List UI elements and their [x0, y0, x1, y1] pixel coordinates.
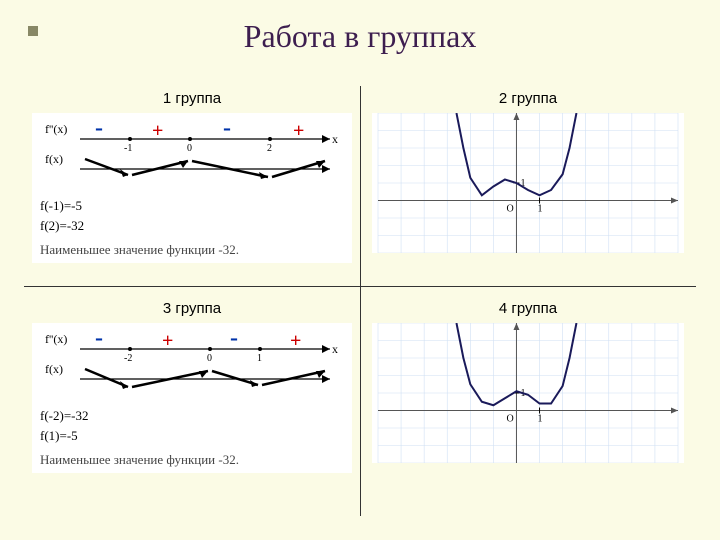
x-axis-label: x — [332, 132, 338, 146]
svg-text:+: + — [162, 330, 173, 352]
svg-text:f(x): f(x) — [45, 362, 63, 376]
group-4-label: 4 группа — [360, 300, 696, 317]
sign-minus: - — [95, 119, 103, 141]
svg-text:-2: -2 — [124, 353, 132, 364]
svg-text:2: 2 — [267, 143, 272, 154]
page-title: Работа в группах — [0, 0, 720, 55]
svg-text:1: 1 — [538, 204, 543, 215]
group-1-label: 1 группа — [24, 90, 360, 107]
svg-text:-1: -1 — [124, 143, 132, 154]
svg-text:x: x — [332, 342, 338, 356]
svg-text:1: 1 — [538, 414, 543, 425]
cell-group-3: 3 группа f''(x) f(x) x -2 0 1 - + - + — [24, 286, 360, 506]
svg-text:-: - — [95, 329, 103, 351]
fprime-label: f''(x) — [45, 122, 67, 136]
cell-group-4: 4 группа O11 — [360, 286, 696, 506]
sign-plus: + — [152, 120, 163, 142]
group-2-panel: O11 — [372, 113, 684, 253]
svg-text:f''(x): f''(x) — [45, 332, 67, 346]
sign-chart-3: f''(x) f(x) x -2 0 1 - + - + — [40, 329, 340, 399]
fx-label: f(x) — [45, 152, 63, 166]
svg-text:0: 0 — [207, 353, 212, 364]
group-2-label: 2 группа — [360, 90, 696, 107]
svg-text:O: O — [506, 414, 513, 425]
group-1-panel: f''(x) f(x) x -1 0 2 - + - + — [32, 113, 352, 263]
cell-group-2: 2 группа O11 — [360, 86, 696, 286]
svg-text:+: + — [290, 330, 301, 352]
svg-text:-: - — [230, 329, 238, 351]
sign-chart-1: f''(x) f(x) x -1 0 2 - + - + — [40, 119, 340, 189]
slide-bullet — [28, 26, 38, 36]
fval-1b: f(2)=-32 — [40, 218, 344, 234]
svg-text:0: 0 — [187, 143, 192, 154]
function-plot-4: O11 — [372, 323, 684, 463]
sign-minus: - — [223, 119, 231, 141]
svg-text:1: 1 — [257, 353, 262, 364]
svg-text:O: O — [506, 204, 513, 215]
quad-grid: 1 группа f''(x) f(x) x -1 0 2 - + - + — [24, 86, 696, 516]
group-4-panel: O11 — [372, 323, 684, 463]
fval-1a: f(-1)=-5 — [40, 198, 344, 214]
group-3-panel: f''(x) f(x) x -2 0 1 - + - + f(-2) — [32, 323, 352, 473]
cell-group-1: 1 группа f''(x) f(x) x -1 0 2 - + - + — [24, 86, 360, 286]
sign-plus: + — [293, 120, 304, 142]
group-3-label: 3 группа — [24, 300, 360, 317]
min-text-1: Наименьшее значение функции -32. — [40, 242, 344, 258]
function-plot-2: O11 — [372, 113, 684, 253]
